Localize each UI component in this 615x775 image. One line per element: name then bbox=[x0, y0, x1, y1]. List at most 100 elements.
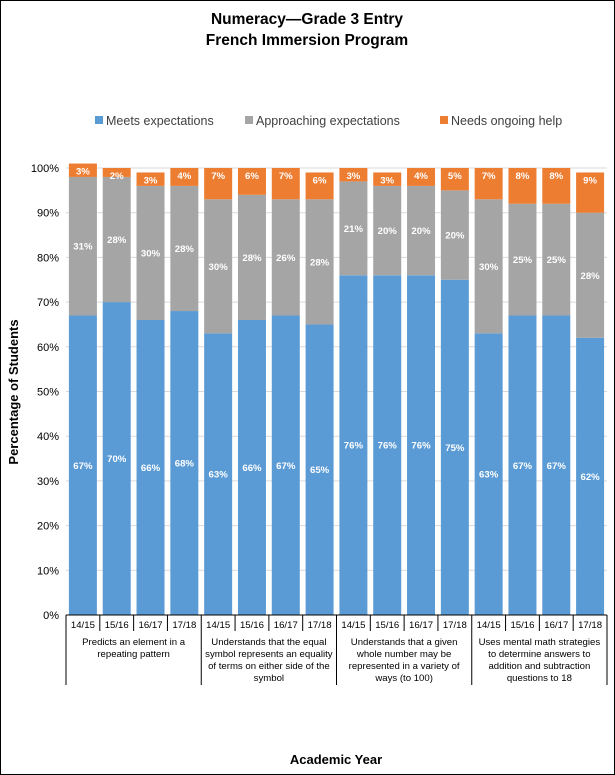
y-tick-label: 40% bbox=[37, 431, 59, 443]
bar-segment bbox=[474, 333, 503, 615]
group-label: represented in a variety of bbox=[349, 661, 460, 672]
bar-segment bbox=[440, 168, 469, 191]
bar-segment bbox=[102, 168, 131, 177]
data-label: 8% bbox=[516, 171, 530, 182]
data-label: 31% bbox=[73, 242, 93, 253]
data-label: 20% bbox=[378, 226, 398, 237]
bar-segment bbox=[542, 315, 571, 615]
group-label: symbol represents an equality bbox=[205, 649, 333, 660]
y-tick-label: 80% bbox=[37, 252, 59, 264]
bar-segment bbox=[170, 168, 199, 186]
data-label: 3% bbox=[76, 167, 90, 178]
bar-segment bbox=[305, 324, 334, 615]
data-label: 28% bbox=[242, 253, 262, 264]
bar-segment bbox=[204, 333, 233, 615]
legend-swatch bbox=[245, 116, 253, 124]
x-tick-label: 16/17 bbox=[139, 620, 163, 631]
bar-segment bbox=[102, 176, 131, 303]
data-label: 65% bbox=[310, 465, 330, 476]
x-tick-label: 14/15 bbox=[206, 620, 230, 631]
data-label: 5% bbox=[448, 171, 462, 182]
bar-segment bbox=[508, 203, 537, 316]
bar-segment bbox=[136, 172, 165, 186]
data-label: 2% bbox=[110, 171, 124, 182]
bar-segment bbox=[339, 181, 368, 276]
bar-segment bbox=[170, 185, 199, 312]
y-tick-label: 90% bbox=[37, 208, 59, 220]
y-tick-label: 50% bbox=[37, 387, 59, 399]
x-tick-label: 16/17 bbox=[274, 620, 298, 631]
x-tick-label: 14/15 bbox=[341, 620, 365, 631]
data-label: 9% bbox=[583, 175, 597, 186]
data-label: 67% bbox=[73, 461, 93, 472]
group-label: Uses mental math strategies bbox=[479, 637, 601, 648]
data-label: 4% bbox=[177, 171, 191, 182]
group-label: of terms on either side of the bbox=[208, 661, 330, 672]
bar-segment bbox=[474, 199, 503, 334]
bar-segment bbox=[542, 203, 571, 316]
data-label: 28% bbox=[580, 271, 600, 282]
y-axis-title: Percentage of Students bbox=[6, 319, 21, 464]
data-label: 76% bbox=[411, 441, 431, 452]
bar-segment bbox=[373, 172, 402, 186]
data-label: 76% bbox=[344, 441, 364, 452]
bar-segment bbox=[136, 319, 165, 615]
group-label: to determine answers to bbox=[488, 649, 590, 660]
bar-segment bbox=[136, 185, 165, 320]
data-label: 3% bbox=[380, 175, 394, 186]
y-tick-label: 20% bbox=[37, 521, 59, 533]
bar-segment bbox=[440, 190, 469, 280]
group-label: Understands that the equal bbox=[211, 637, 326, 648]
x-tick-label: 17/18 bbox=[578, 620, 602, 631]
data-label: 6% bbox=[313, 175, 327, 186]
x-tick-label: 14/15 bbox=[71, 620, 95, 631]
x-tick-label: 15/16 bbox=[240, 620, 264, 631]
bar-segment bbox=[407, 185, 436, 276]
data-label: 30% bbox=[141, 248, 161, 259]
bar-segment bbox=[373, 185, 402, 276]
bar-segment bbox=[576, 212, 605, 338]
bar-segment bbox=[440, 279, 469, 615]
x-tick-label: 17/18 bbox=[443, 620, 467, 631]
data-label: 66% bbox=[141, 463, 161, 474]
data-label: 4% bbox=[414, 171, 428, 182]
data-label: 3% bbox=[144, 175, 158, 186]
data-label: 25% bbox=[513, 255, 533, 266]
data-label: 30% bbox=[479, 262, 499, 273]
bar-segment bbox=[407, 275, 436, 615]
y-tick-label: 60% bbox=[37, 342, 59, 354]
data-label: 62% bbox=[580, 472, 600, 483]
bar-segment bbox=[204, 199, 233, 334]
group-label: symbol bbox=[254, 673, 284, 684]
data-label: 7% bbox=[482, 171, 496, 182]
data-label: 63% bbox=[479, 470, 499, 481]
data-label: 67% bbox=[513, 461, 533, 472]
data-label: 67% bbox=[547, 461, 567, 472]
bar-segment bbox=[68, 315, 97, 615]
data-label: 8% bbox=[549, 171, 563, 182]
y-tick-label: 100% bbox=[31, 163, 59, 175]
data-label: 20% bbox=[411, 226, 431, 237]
bar-segment bbox=[170, 311, 199, 615]
data-label: 28% bbox=[310, 257, 330, 268]
bar-segment bbox=[305, 199, 334, 325]
data-label: 7% bbox=[279, 171, 293, 182]
group-label: Understands that a given bbox=[351, 637, 458, 648]
chart-title-line-2: French Immersion Program bbox=[206, 32, 408, 49]
data-label: 63% bbox=[209, 470, 229, 481]
legend-swatch bbox=[440, 116, 448, 124]
x-tick-label: 17/18 bbox=[172, 620, 196, 631]
y-tick-label: 10% bbox=[37, 565, 59, 577]
data-label: 3% bbox=[346, 171, 360, 182]
y-tick-label: 30% bbox=[37, 476, 59, 488]
group-label: addition and subtraction bbox=[488, 661, 590, 672]
bar-segment bbox=[204, 168, 233, 200]
legend-label: Needs ongoing help bbox=[451, 114, 562, 128]
bar-segment bbox=[339, 168, 368, 182]
bar-segment bbox=[68, 176, 97, 316]
x-tick-label: 15/16 bbox=[510, 620, 534, 631]
bar-segment bbox=[508, 168, 537, 204]
bar-segment bbox=[102, 302, 131, 615]
bar-segment bbox=[305, 172, 334, 200]
data-label: 67% bbox=[276, 461, 296, 472]
